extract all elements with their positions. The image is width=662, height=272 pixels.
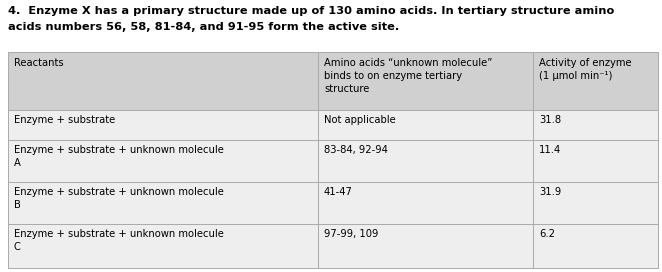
Text: 6.2: 6.2 — [539, 229, 555, 239]
Bar — [533, 52, 658, 110]
Text: 11.4: 11.4 — [539, 145, 561, 155]
Text: 97-99, 109: 97-99, 109 — [324, 229, 379, 239]
Bar — [533, 182, 658, 224]
Bar — [318, 182, 533, 224]
Bar — [318, 140, 533, 182]
Text: 83-84, 92-94: 83-84, 92-94 — [324, 145, 388, 155]
Bar — [318, 110, 533, 140]
Text: 41-47: 41-47 — [324, 187, 353, 197]
Text: Enzyme + substrate + unknown molecule
C: Enzyme + substrate + unknown molecule C — [14, 229, 224, 252]
Text: 31.9: 31.9 — [539, 187, 561, 197]
Bar — [318, 224, 533, 268]
Bar — [8, 140, 318, 182]
Text: Amino acids “unknown molecule”
binds to on enzyme tertiary
structure: Amino acids “unknown molecule” binds to … — [324, 58, 493, 94]
Bar — [533, 140, 658, 182]
Text: Activity of enzyme
(1 μmol min⁻¹): Activity of enzyme (1 μmol min⁻¹) — [539, 58, 632, 81]
Text: 31.8: 31.8 — [539, 115, 561, 125]
Bar — [8, 182, 318, 224]
Text: Enzyme + substrate + unknown molecule
B: Enzyme + substrate + unknown molecule B — [14, 187, 224, 210]
Text: acids numbers 56, 58, 81-84, and 91-95 form the active site.: acids numbers 56, 58, 81-84, and 91-95 f… — [8, 22, 399, 32]
Bar — [533, 224, 658, 268]
Bar — [8, 110, 318, 140]
Bar — [8, 52, 318, 110]
Text: Enzyme + substrate: Enzyme + substrate — [14, 115, 115, 125]
Text: Enzyme + substrate + unknown molecule
A: Enzyme + substrate + unknown molecule A — [14, 145, 224, 168]
Text: 4.  Enzyme X has a primary structure made up of 130 amino acids. In tertiary str: 4. Enzyme X has a primary structure made… — [8, 6, 614, 16]
Bar — [8, 224, 318, 268]
Bar — [533, 110, 658, 140]
Text: Reactants: Reactants — [14, 58, 64, 68]
Bar — [318, 52, 533, 110]
Text: Not applicable: Not applicable — [324, 115, 396, 125]
